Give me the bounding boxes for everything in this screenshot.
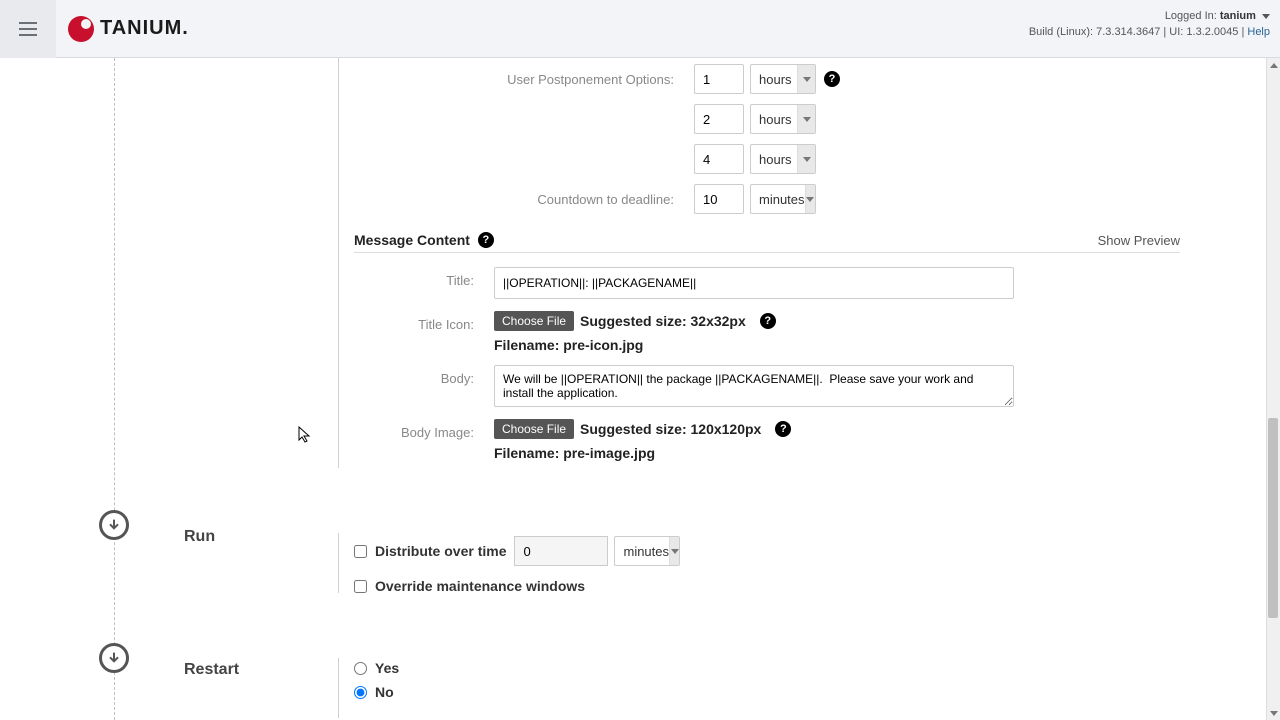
show-preview-link[interactable]: Show Preview: [1098, 233, 1180, 248]
scrollbar-thumb[interactable]: [1268, 418, 1278, 618]
title-icon-label: Title Icon:: [354, 311, 494, 332]
restart-yes-label: Yes: [375, 660, 399, 676]
chevron-down-icon[interactable]: [805, 185, 815, 213]
choose-file-button[interactable]: Choose File: [494, 419, 574, 439]
chevron-down-icon[interactable]: [797, 145, 815, 173]
help-icon[interactable]: ?: [760, 313, 776, 329]
postponement-label: User Postponement Options:: [354, 72, 694, 87]
build-info: Build (Linux): 7.3.314.3647 | UI: 1.3.2.…: [1029, 26, 1248, 38]
logo-icon: [68, 16, 94, 42]
body-image-suggested: Suggested size: 120x120px: [580, 421, 761, 437]
title-icon-filename: pre-icon.jpg: [563, 337, 643, 353]
form-divider: [338, 533, 339, 593]
vertical-scrollbar[interactable]: [1266, 58, 1280, 720]
timeline-line: [114, 58, 115, 720]
chevron-down-icon[interactable]: [797, 105, 815, 133]
message-content-header: Message Content: [354, 232, 470, 248]
restart-section-label: Restart: [184, 661, 239, 679]
title-label: Title:: [354, 267, 494, 288]
run-section-label: Run: [184, 528, 215, 546]
postponement-value-1[interactable]: [694, 64, 744, 94]
title-input[interactable]: [494, 267, 1014, 299]
form-divider: [338, 58, 339, 468]
help-icon[interactable]: ?: [478, 232, 494, 248]
distribute-value[interactable]: [514, 536, 608, 566]
distribute-checkbox[interactable]: [354, 545, 367, 558]
postponement-value-3[interactable]: [694, 144, 744, 174]
filename-label: Filename:: [494, 337, 563, 353]
help-icon[interactable]: ?: [824, 71, 840, 87]
postponement-unit-2[interactable]: hours: [750, 104, 816, 134]
body-label: Body:: [354, 365, 494, 386]
menu-button[interactable]: [0, 0, 56, 58]
logo-text: TANIUM: [100, 17, 182, 40]
countdown-unit[interactable]: minutes: [750, 184, 816, 214]
restart-section-icon: [99, 643, 129, 673]
app-header: TANIUM . Logged In: tanium Build (Linux)…: [0, 0, 1280, 58]
content-area: User Postponement Options: hours ? hours: [0, 58, 1280, 720]
run-section-icon: [99, 510, 129, 540]
username[interactable]: tanium: [1220, 10, 1256, 22]
title-icon-suggested: Suggested size: 32x32px: [580, 313, 746, 329]
scroll-down-icon[interactable]: [1267, 706, 1280, 720]
scroll-up-icon[interactable]: [1267, 58, 1280, 72]
restart-yes-radio[interactable]: [354, 662, 367, 675]
help-icon[interactable]: ?: [775, 421, 791, 437]
logged-in-label: Logged In:: [1165, 10, 1217, 22]
distribute-label: Distribute over time: [375, 543, 506, 559]
countdown-value[interactable]: [694, 184, 744, 214]
form-divider: [338, 658, 339, 718]
choose-file-button[interactable]: Choose File: [494, 311, 574, 331]
chevron-down-icon[interactable]: [797, 65, 815, 93]
body-textarea[interactable]: [494, 365, 1014, 407]
restart-no-label: No: [375, 684, 394, 700]
chevron-down-icon[interactable]: [1262, 14, 1270, 19]
restart-no-radio[interactable]: [354, 686, 367, 699]
hamburger-icon: [19, 22, 37, 36]
postponement-unit-3[interactable]: hours: [750, 144, 816, 174]
header-user-area: Logged In: tanium Build (Linux): 7.3.314…: [1029, 10, 1270, 38]
postponement-unit-1[interactable]: hours: [750, 64, 816, 94]
distribute-unit[interactable]: minutes: [614, 536, 680, 566]
help-link[interactable]: Help: [1247, 26, 1270, 38]
countdown-label: Countdown to deadline:: [354, 192, 694, 207]
body-image-label: Body Image:: [354, 419, 494, 440]
body-image-filename: pre-image.jpg: [563, 445, 655, 461]
filename-label: Filename:: [494, 445, 563, 461]
chevron-down-icon[interactable]: [669, 537, 679, 565]
logo[interactable]: TANIUM .: [68, 16, 188, 42]
override-checkbox[interactable]: [354, 580, 367, 593]
postponement-value-2[interactable]: [694, 104, 744, 134]
override-label: Override maintenance windows: [375, 578, 585, 594]
